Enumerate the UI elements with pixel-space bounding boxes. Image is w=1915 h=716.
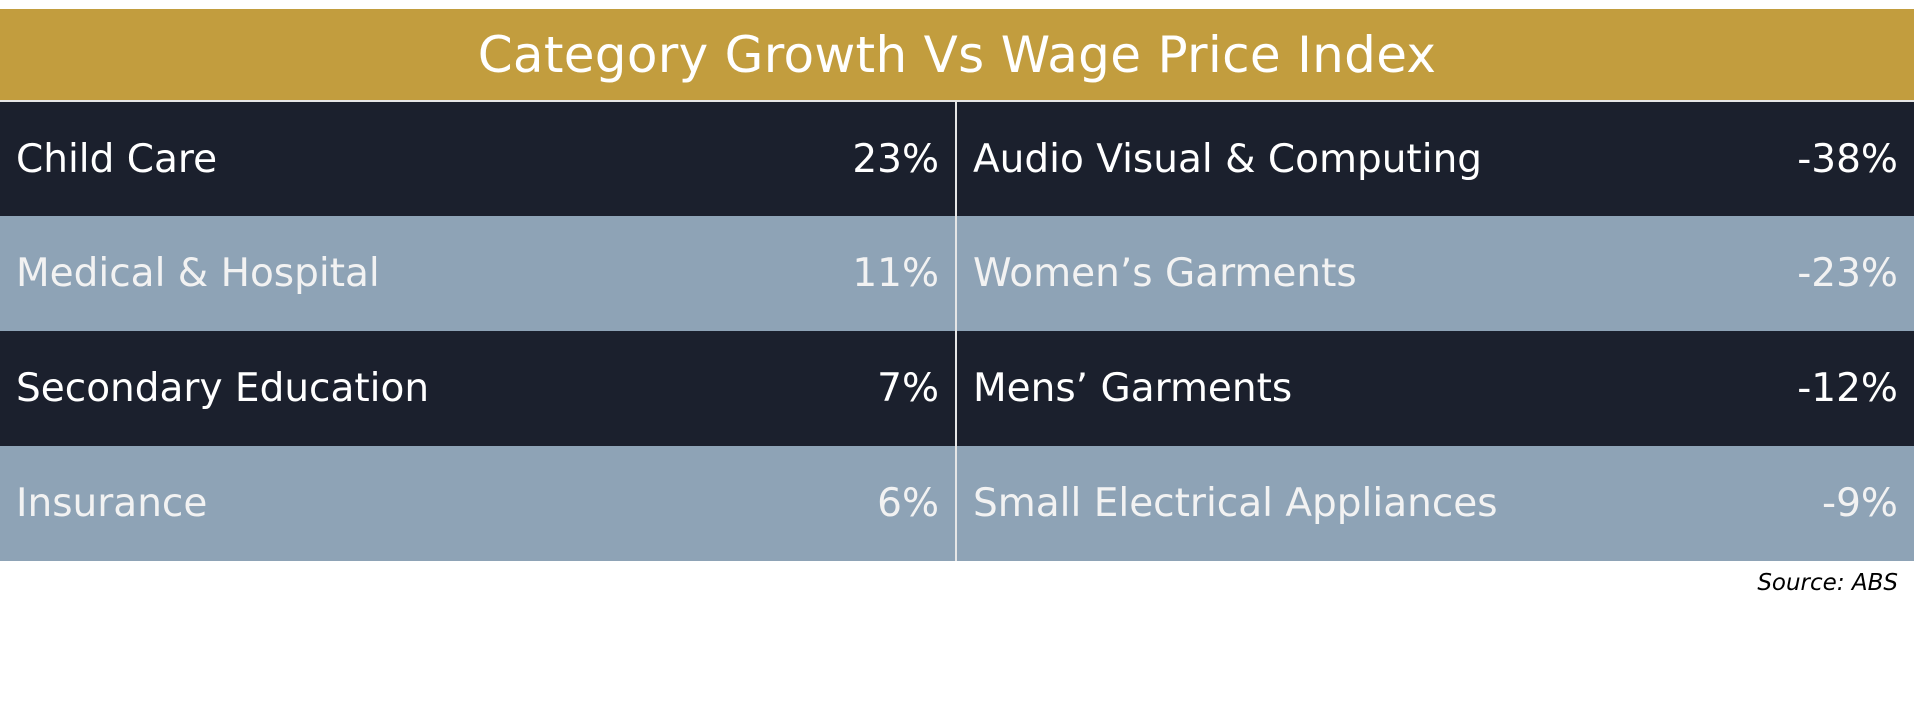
- table-row: Insurance 6%: [0, 446, 955, 561]
- table-body: Child Care 23% Medical & Hospital 11% Se…: [0, 102, 1914, 561]
- table-row: Child Care 23%: [0, 102, 955, 216]
- category-value: -9%: [1822, 481, 1898, 526]
- category-label: Child Care: [16, 136, 218, 182]
- category-value: 6%: [877, 481, 939, 526]
- category-label: Audio Visual & Computing: [973, 136, 1483, 182]
- category-label: Secondary Education: [16, 366, 430, 411]
- column-divider: [955, 102, 957, 561]
- table-row: Mens’ Garments -12%: [957, 331, 1914, 446]
- source-note: Source: ABS: [1757, 570, 1898, 596]
- category-value: -12%: [1797, 366, 1898, 411]
- category-label: Mens’ Garments: [973, 366, 1293, 411]
- table-row: Medical & Hospital 11%: [0, 216, 955, 331]
- table-row: Small Electrical Appliances -9%: [957, 446, 1914, 561]
- table-title: Category Growth Vs Wage Price Index: [0, 9, 1914, 102]
- category-label: Women’s Garments: [973, 251, 1357, 296]
- growth-table: Category Growth Vs Wage Price Index Chil…: [0, 9, 1914, 561]
- table-row: Women’s Garments -23%: [957, 216, 1914, 331]
- left-column: Child Care 23% Medical & Hospital 11% Se…: [0, 102, 955, 561]
- category-label: Medical & Hospital: [16, 251, 380, 296]
- category-value: -38%: [1797, 136, 1898, 182]
- table-row: Audio Visual & Computing -38%: [957, 102, 1914, 216]
- category-value: -23%: [1797, 251, 1898, 296]
- table-row: Secondary Education 7%: [0, 331, 955, 446]
- category-value: 7%: [877, 366, 939, 411]
- category-value: 11%: [852, 251, 939, 296]
- category-label: Small Electrical Appliances: [973, 481, 1498, 526]
- category-label: Insurance: [16, 481, 208, 526]
- right-column: Audio Visual & Computing -38% Women’s Ga…: [957, 102, 1914, 561]
- category-value: 23%: [852, 136, 939, 182]
